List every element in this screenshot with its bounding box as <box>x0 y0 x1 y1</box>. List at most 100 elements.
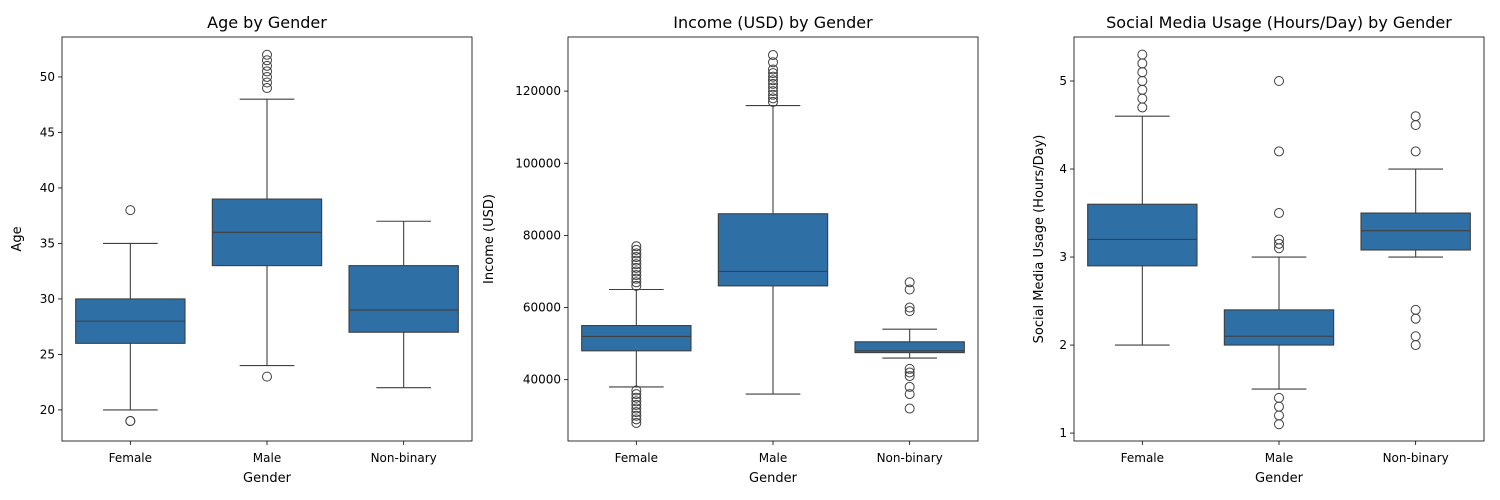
outlier-point <box>768 71 778 82</box>
y-tick-label: 40000 <box>523 373 561 387</box>
box-non-binary <box>348 220 459 389</box>
x-axis-label: Gender <box>243 471 292 486</box>
outlier-point <box>768 75 778 86</box>
x-tick-label: Female <box>109 451 152 465</box>
box-non-binary <box>854 277 965 414</box>
outlier-point <box>631 277 642 288</box>
outlier-point <box>631 270 642 281</box>
outlier-point <box>631 248 642 259</box>
outlier-point <box>631 385 642 396</box>
y-tick-label: 45 <box>40 125 55 139</box>
outlier-point <box>631 399 642 410</box>
chart-title: Social Media Usage (Hours/Day) by Gender <box>1106 13 1452 32</box>
outlier-point <box>262 77 272 88</box>
outlier-point <box>904 277 915 288</box>
outlier-point <box>904 403 915 414</box>
outlier-point <box>904 381 915 392</box>
x-tick-label: Female <box>1121 451 1164 465</box>
y-axis-label: Age <box>10 226 25 251</box>
outlier-point <box>1274 208 1284 219</box>
outlier-point <box>904 389 915 400</box>
x-axis-label: Gender <box>1255 471 1304 486</box>
y-tick-label: 60000 <box>523 301 561 315</box>
box-female <box>581 241 692 428</box>
outlier-point <box>1410 313 1421 324</box>
outlier-point <box>262 83 272 94</box>
outlier-point <box>1274 76 1284 87</box>
x-tick-label: Non-binary <box>371 451 437 465</box>
outlier-point <box>1410 331 1421 342</box>
y-tick-label: 120000 <box>515 84 561 98</box>
outlier-point <box>768 86 778 97</box>
box-female <box>1087 49 1198 346</box>
outlier-point <box>631 241 642 252</box>
y-tick-label: 100000 <box>515 156 561 170</box>
y-axis-label: Income (USD) <box>482 194 497 284</box>
outlier-point <box>1274 401 1284 412</box>
outlier-point <box>262 371 272 382</box>
outlier-point <box>125 416 136 427</box>
iqr-box <box>1087 203 1198 267</box>
outlier-point <box>768 50 778 61</box>
y-tick-label: 30 <box>40 292 55 306</box>
outlier-point <box>631 389 642 400</box>
outlier-point <box>1137 58 1148 69</box>
outlier-point <box>262 66 272 77</box>
y-tick-label: 20 <box>40 403 55 417</box>
outlier-point <box>768 93 778 104</box>
outlier-point <box>1274 392 1284 403</box>
outlier-point <box>1137 49 1148 60</box>
outlier-point <box>904 284 915 295</box>
outlier-point <box>262 60 272 71</box>
outlier-point <box>631 407 642 418</box>
outlier-point <box>1137 67 1148 78</box>
chart-title: Age by Gender <box>207 13 327 32</box>
outlier-point <box>631 266 642 277</box>
outlier-point <box>631 396 642 407</box>
y-tick-label: 80000 <box>523 228 561 242</box>
outlier-point <box>768 96 778 107</box>
outlier-point <box>1410 304 1421 315</box>
y-tick-label: 3 <box>1059 250 1067 264</box>
outlier-point <box>1274 243 1284 254</box>
chart-panel-2: Income (USD) by Gender 40000 60000 80000 100… <box>482 13 979 486</box>
outlier-point <box>1274 410 1284 421</box>
outlier-point <box>631 392 642 403</box>
outlier-point <box>768 64 778 75</box>
outlier-point <box>1274 146 1284 157</box>
outlier-point <box>262 49 272 60</box>
outlier-point <box>1137 84 1148 95</box>
outlier-point <box>904 302 915 313</box>
outlier-point <box>631 252 642 263</box>
box-male <box>211 49 323 382</box>
iqr-box <box>854 341 965 354</box>
outlier-point <box>1410 111 1421 122</box>
y-axis-label: Social Media Usage (Hours/Day) <box>1032 135 1047 344</box>
x-tick-label: Non-binary <box>877 451 943 465</box>
y-tick-label: 50 <box>40 70 55 84</box>
x-tick-label: Non-binary <box>1383 451 1449 465</box>
box-male <box>1223 76 1335 430</box>
outlier-point <box>631 259 642 270</box>
y-tick-label: 35 <box>40 236 55 250</box>
outlier-point <box>768 82 778 93</box>
y-tick-label: 5 <box>1059 74 1067 88</box>
x-tick-label: Female <box>615 451 658 465</box>
outlier-point <box>904 371 915 382</box>
outlier-point <box>631 403 642 414</box>
outlier-point <box>262 71 272 82</box>
outlier-point <box>1410 340 1421 351</box>
y-tick-label: 40 <box>40 181 55 195</box>
iqr-box <box>717 213 829 287</box>
iqr-box <box>348 265 459 333</box>
outlier-point <box>631 255 642 266</box>
outlier-point <box>1410 120 1421 131</box>
outlier-point <box>768 78 778 89</box>
outlier-point <box>904 367 915 378</box>
chart-panel-3: Social Media Usage (Hours/Day) by Gender… <box>1032 13 1485 486</box>
iqr-box <box>1223 309 1335 346</box>
outlier-point <box>1137 102 1148 113</box>
chart-panel-1: Age by Gender 20 25 30 35 40 45 50 Female Male Non… <box>10 13 473 486</box>
y-tick-label: 1 <box>1059 426 1067 440</box>
